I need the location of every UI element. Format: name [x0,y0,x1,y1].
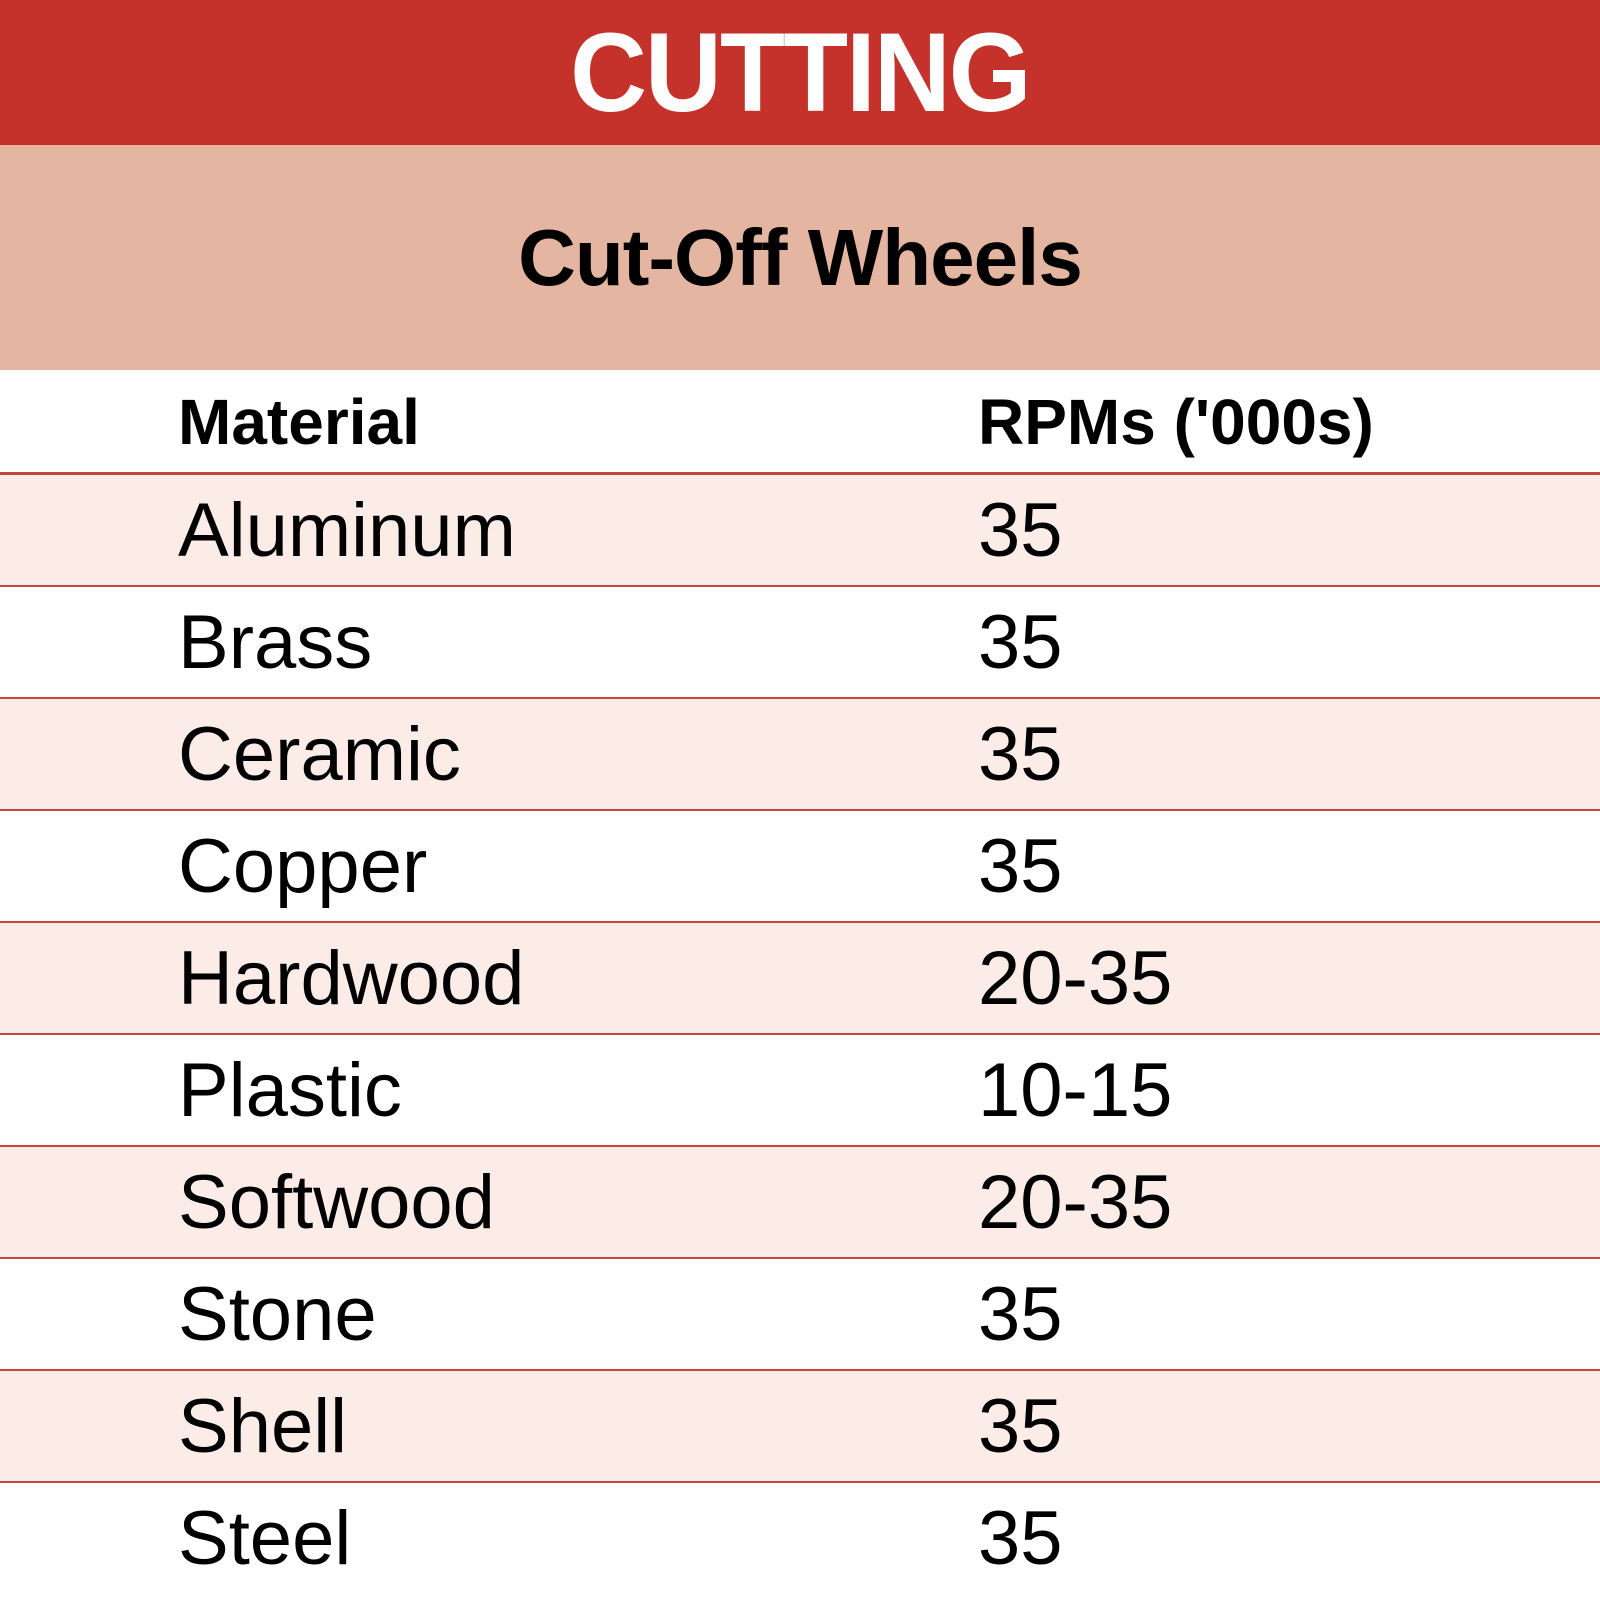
cell-material: Aluminum [178,488,516,573]
cell-material: Softwood [178,1160,495,1245]
cell-rpm: 10-15 [978,1048,1173,1133]
cell-rpm: 35 [978,1384,1063,1469]
section-subtitle: Cut-Off Wheels [518,212,1083,302]
cell-material: Ceramic [178,712,461,797]
table-row: Shell 35 [0,1371,1600,1483]
cell-rpm: 35 [978,600,1063,685]
cell-material: Copper [178,824,428,909]
cell-material: Steel [178,1496,352,1581]
cell-rpm: 20-35 [978,1160,1173,1245]
header-material: Material [178,386,420,458]
table-row: Ceramic 35 [0,699,1600,811]
cell-rpm: 35 [978,712,1063,797]
table-row: Brass 35 [0,587,1600,699]
cell-rpm: 20-35 [978,936,1173,1021]
header-rpm: RPMs ('000s) [978,386,1374,458]
cell-rpm: 35 [978,488,1063,573]
table-row: Plastic 10-15 [0,1035,1600,1147]
cell-rpm: 35 [978,1496,1063,1581]
table-row: Aluminum 35 [0,475,1600,587]
cell-rpm: 35 [978,1272,1063,1357]
cell-material: Brass [178,600,373,685]
page-title: CUTTING [570,9,1031,135]
table-row: Softwood 20-35 [0,1147,1600,1259]
cell-rpm: 35 [978,824,1063,909]
table-row: Copper 35 [0,811,1600,923]
rpm-table: Material RPMs ('000s) Aluminum 35 Brass … [0,370,1600,1595]
cell-material: Plastic [178,1048,402,1133]
cell-material: Shell [178,1384,347,1469]
table-header: Material RPMs ('000s) [0,370,1600,475]
cell-material: Hardwood [178,936,525,1021]
cell-material: Stone [178,1272,377,1357]
title-bar: CUTTING [0,0,1600,145]
table-row: Stone 35 [0,1259,1600,1371]
table-row: Steel 35 [0,1483,1600,1595]
table-row: Hardwood 20-35 [0,923,1600,1035]
subtitle-band: Cut-Off Wheels [0,145,1600,370]
